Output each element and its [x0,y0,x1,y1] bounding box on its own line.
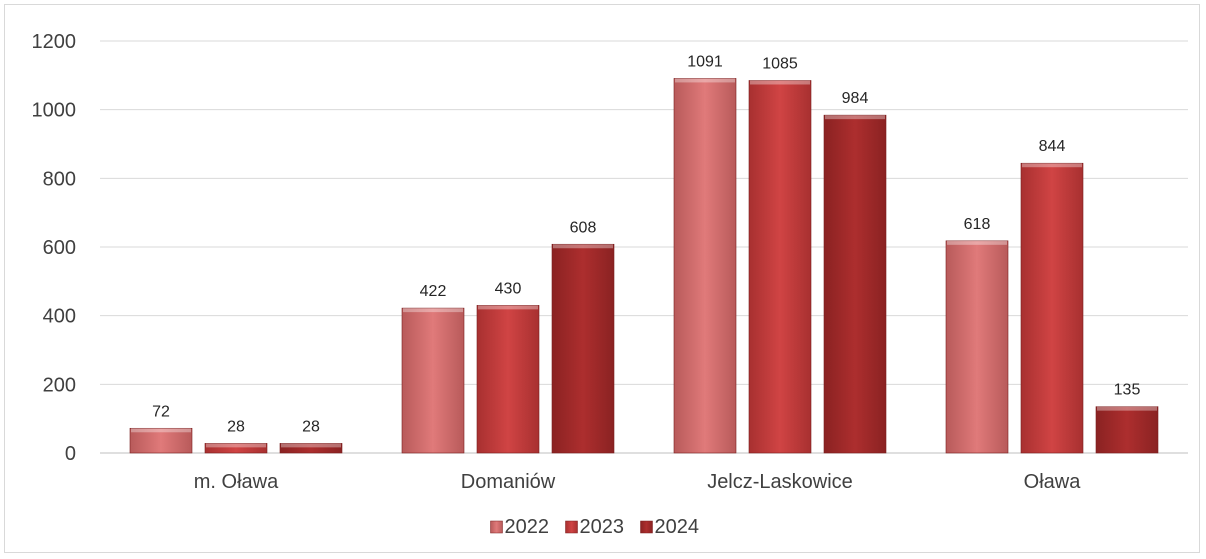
bar-domaniow-2022 [401,307,465,454]
legend-label-2023: 2023 [580,516,625,538]
bar-highlight [1022,163,1082,168]
x-tick-label: Jelcz-Laskowice [707,471,853,493]
data-label: 422 [420,283,447,300]
data-label: 28 [227,418,245,435]
bar-jelcz-laskowice-2022 [673,78,737,454]
bar-jelcz-laskowice-2024 [823,114,887,454]
legend-swatch-2023 [565,520,578,534]
y-tick-label: 1200 [32,31,77,53]
bar-highlight [1097,406,1157,411]
y-tick-label: 400 [43,306,76,328]
bar-m-olawa-2023 [204,443,268,454]
x-tick-label: m. Oława [194,471,279,493]
y-tick-label: 800 [43,168,76,190]
bar-highlight [750,80,810,85]
data-label: 430 [495,280,522,297]
x-tick-label: Oława [1024,471,1082,493]
bar-highlight [947,240,1007,245]
bar-highlight [478,305,538,310]
bar-highlight [281,443,341,448]
x-axis-ticks: m. Oława Domaniów Jelcz-Laskowice Oława [194,471,1081,493]
data-label: 72 [152,403,170,420]
bar-domaniow-2023 [476,305,540,454]
bar-olawa-2024 [1095,406,1159,454]
bar-highlight [553,244,613,249]
bar-m-olawa-2024 [279,443,343,454]
data-label: 135 [1114,382,1141,399]
y-tick-label: 0 [65,443,76,465]
bar-highlight [825,115,885,120]
y-tick-label: 1000 [32,100,77,122]
bar-olawa-2023 [1020,162,1084,454]
legend-swatch-2022 [490,520,503,534]
data-label: 844 [1039,138,1066,155]
x-tick-label: Domaniów [461,471,556,493]
bar-highlight [675,78,735,83]
legend-label-2024: 2024 [655,516,700,538]
data-label: 28 [302,418,320,435]
data-label: 1085 [762,55,798,72]
y-tick-label: 600 [43,237,76,259]
bar-highlight [206,443,266,448]
legend-swatch-2024 [640,520,653,534]
bars [129,78,1159,454]
y-tick-label: 200 [43,374,76,396]
data-label: 1091 [687,53,723,70]
bar-highlight [403,308,463,313]
bar-highlight [131,428,191,433]
legend-label-2022: 2022 [505,516,550,538]
data-label: 984 [842,90,869,107]
legend: 2022 2023 2024 [490,516,700,538]
bar-jelcz-laskowice-2023 [748,80,812,454]
data-label: 618 [964,216,991,233]
y-axis-ticks: 0 200 400 600 800 1000 1200 [32,31,77,465]
bar-m-olawa-2022 [129,427,193,454]
data-label: 608 [570,219,597,236]
data-labels: 72 28 28 422 430 608 1091 1085 984 618 844 135 [152,53,1140,435]
bar-olawa-2022 [945,240,1009,454]
bar-domaniow-2024 [551,243,615,454]
